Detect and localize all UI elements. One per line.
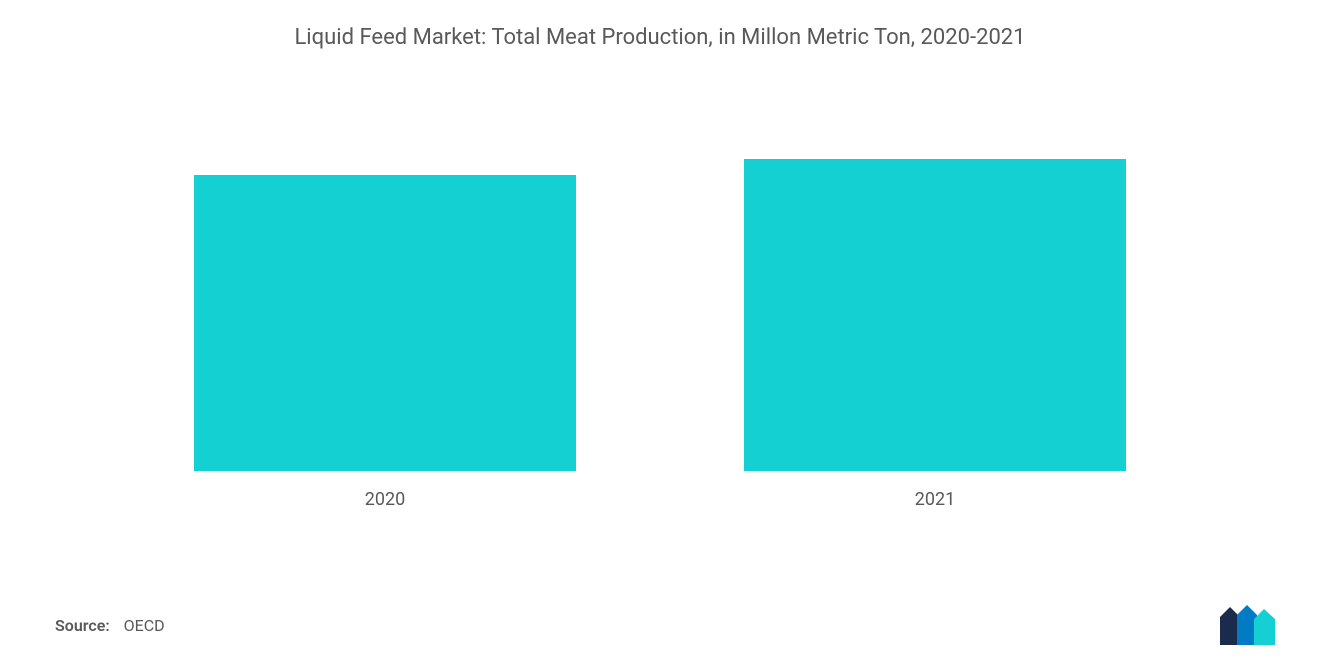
bar-group-0: 2020 [138,175,633,510]
logo-bar3 [1254,609,1275,645]
chart-title: Liquid Feed Market: Total Meat Productio… [50,25,1270,50]
brand-logo-icon [1220,605,1275,645]
source-value: OECD [124,616,165,635]
source-line: Source: OECD [55,616,165,635]
bar-1 [744,159,1125,471]
bar-0 [194,175,575,471]
source-label: Source: [55,616,110,635]
bar-label-0: 2020 [365,489,405,510]
chart-container: Liquid Feed Market: Total Meat Productio… [0,0,1320,665]
bar-group-1: 2021 [688,159,1183,510]
bar-label-1: 2021 [915,489,955,510]
plot-area: 2020 2021 [50,90,1270,510]
